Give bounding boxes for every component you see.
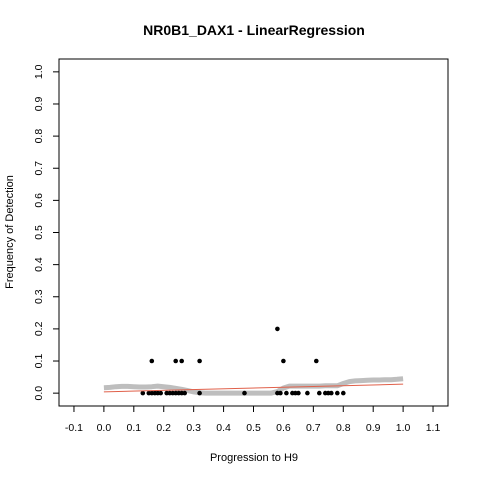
data-point [173, 359, 178, 364]
x-tick-label: 0.5 [246, 422, 261, 434]
x-tick-label: 1.0 [396, 422, 411, 434]
y-tick-label: 1.0 [33, 64, 45, 79]
data-point [317, 391, 322, 396]
x-tick-label: 0.2 [156, 422, 171, 434]
data-point [305, 391, 310, 396]
y-tick-label: 0.0 [33, 386, 45, 401]
data-point [275, 327, 280, 332]
data-point [278, 391, 283, 396]
x-tick-label: 0.6 [276, 422, 291, 434]
x-tick-label: 0.7 [306, 422, 321, 434]
data-point [329, 391, 334, 396]
data-point [197, 359, 202, 364]
data-point [197, 391, 202, 396]
data-point [314, 359, 319, 364]
data-point [281, 359, 286, 364]
y-tick-label: 0.9 [33, 97, 45, 112]
data-point [158, 391, 163, 396]
chart-title: NR0B1_DAX1 - LinearRegression [143, 22, 365, 38]
x-tick-label: 0.8 [336, 422, 351, 434]
data-point [150, 359, 155, 364]
data-point [284, 391, 289, 396]
x-tick-label: -0.1 [65, 422, 83, 434]
data-point [141, 391, 146, 396]
y-tick-label: 0.7 [33, 161, 45, 176]
data-point [341, 391, 346, 396]
data-point [335, 391, 340, 396]
x-axis-label: Progression to H9 [210, 452, 298, 464]
x-tick-label: 0.0 [97, 422, 112, 434]
x-tick-label: 0.3 [186, 422, 201, 434]
data-point [182, 391, 187, 396]
x-tick-label: 0.1 [127, 422, 142, 434]
y-axis-label: Frequency of Detection [4, 175, 16, 289]
data-point [242, 391, 247, 396]
y-tick-label: 0.8 [33, 129, 45, 144]
x-tick-label: 0.4 [216, 422, 231, 434]
x-tick-label: 1.1 [426, 422, 441, 434]
y-tick-label: 0.4 [33, 257, 45, 272]
y-tick-label: 0.6 [33, 193, 45, 208]
data-point [179, 359, 184, 364]
data-point [296, 391, 301, 396]
y-tick-label: 0.5 [33, 225, 45, 240]
x-tick-label: 0.9 [366, 422, 381, 434]
y-tick-label: 0.3 [33, 289, 45, 304]
y-tick-label: 0.2 [33, 321, 45, 336]
y-tick-label: 0.1 [33, 354, 45, 369]
